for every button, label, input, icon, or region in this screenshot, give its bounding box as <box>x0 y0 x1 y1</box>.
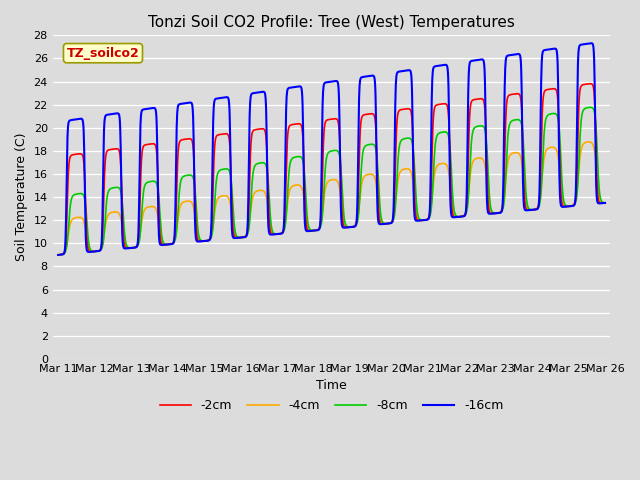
-2cm <box>568 203 575 209</box>
-2cm <box>54 252 62 258</box>
Title: Tonzi Soil CO2 Profile: Tree (West) Temperatures: Tonzi Soil CO2 Profile: Tree (West) Temp… <box>148 15 515 30</box>
-8cm <box>359 148 367 154</box>
-2cm <box>586 81 594 86</box>
-2cm <box>553 88 561 94</box>
-4cm <box>348 224 355 230</box>
-4cm <box>553 147 561 153</box>
Y-axis label: Soil Temperature (C): Soil Temperature (C) <box>15 133 28 262</box>
-4cm <box>490 210 498 216</box>
-4cm <box>207 234 214 240</box>
-8cm <box>553 112 561 118</box>
-4cm <box>359 176 367 181</box>
-2cm <box>601 200 609 206</box>
-2cm <box>207 234 214 240</box>
Line: -2cm: -2cm <box>58 84 605 255</box>
-2cm <box>359 112 367 118</box>
-8cm <box>54 252 62 258</box>
-16cm <box>601 200 609 206</box>
Line: -16cm: -16cm <box>58 43 605 255</box>
-4cm <box>601 200 609 206</box>
-16cm <box>568 203 575 209</box>
-2cm <box>490 211 498 216</box>
-8cm <box>586 105 594 110</box>
-16cm <box>553 48 561 53</box>
Legend: -2cm, -4cm, -8cm, -16cm: -2cm, -4cm, -8cm, -16cm <box>155 395 509 418</box>
Text: TZ_soilco2: TZ_soilco2 <box>67 47 140 60</box>
-16cm <box>588 40 595 46</box>
-8cm <box>490 210 498 216</box>
-4cm <box>54 252 62 258</box>
X-axis label: Time: Time <box>316 379 347 392</box>
Line: -8cm: -8cm <box>58 108 605 255</box>
-8cm <box>348 224 355 230</box>
-16cm <box>54 252 62 258</box>
-2cm <box>348 224 355 230</box>
-16cm <box>359 74 367 80</box>
-16cm <box>207 233 214 239</box>
-16cm <box>348 224 355 230</box>
-8cm <box>601 200 609 206</box>
-8cm <box>568 203 575 209</box>
Line: -4cm: -4cm <box>58 142 605 255</box>
-16cm <box>490 211 498 216</box>
-8cm <box>207 236 214 241</box>
-4cm <box>568 203 575 208</box>
-4cm <box>585 139 593 144</box>
